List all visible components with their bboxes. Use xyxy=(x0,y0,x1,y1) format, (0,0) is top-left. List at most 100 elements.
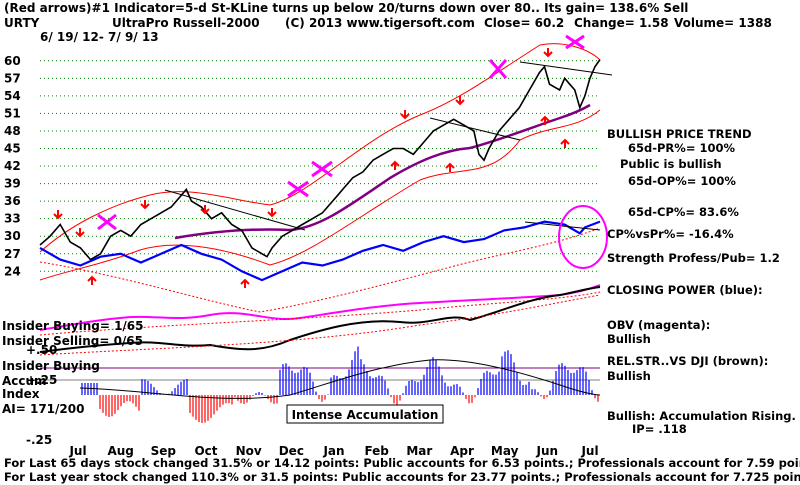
x-mark-icon xyxy=(97,213,117,231)
month-label: May xyxy=(491,444,519,458)
accum-plus50: +.50 xyxy=(26,343,57,357)
month-label: Mar xyxy=(406,444,432,458)
insider-buying-2: Insider Buying xyxy=(2,359,100,373)
cp-trendline xyxy=(524,221,601,231)
month-label: Feb xyxy=(364,444,389,458)
closing-power-line xyxy=(39,220,601,282)
x-mark-icon xyxy=(287,180,309,198)
trend-title: BULLISH PRICE TREND xyxy=(607,127,752,141)
month-label: Jun xyxy=(536,444,559,458)
public-status: Public is bullish xyxy=(620,157,722,171)
y-tick-label: 54 xyxy=(4,89,21,103)
up-arrow-icon xyxy=(560,138,570,148)
index-label: Index xyxy=(2,387,40,401)
y-tick-label: 39 xyxy=(4,177,21,191)
up-arrow-icon xyxy=(240,278,250,288)
down-arrow-icon xyxy=(53,210,63,220)
signal-arrows xyxy=(53,48,570,288)
change-value: Change= 1.58 xyxy=(574,16,669,30)
pr-pct: 65d-PR%= 100% xyxy=(628,141,735,155)
rel-strength-line xyxy=(39,286,601,353)
cp-highlight-circle xyxy=(558,205,608,269)
insider-selling: Insider Selling= 0/65 xyxy=(2,334,143,348)
closing-power-ma-line xyxy=(39,227,601,313)
moving-average-line xyxy=(174,103,591,240)
rel-strength-ma-line xyxy=(39,294,601,356)
trendline-sep xyxy=(164,189,306,231)
y-tick-label: 45 xyxy=(4,141,21,155)
y-tick-label: 36 xyxy=(4,194,21,208)
sell-signal-marks xyxy=(97,34,585,231)
down-arrow-icon xyxy=(455,96,465,106)
fund-name: UltraPro Russell-2000 xyxy=(112,16,260,30)
down-arrow-icon xyxy=(267,208,277,218)
month-label: Nov xyxy=(236,444,262,458)
y-tick-label: 27 xyxy=(4,247,21,261)
ai-label: AI= 171/200 xyxy=(2,402,84,416)
insider-buying-1: Insider Buying= 1/65 xyxy=(2,319,144,333)
header-indicator-line: (Red arrows)#1 Indicator=5-d St-KLine tu… xyxy=(4,1,688,15)
accum-plus25: +.25 xyxy=(26,373,57,387)
x-mark-icon xyxy=(565,34,585,50)
up-arrow-icon xyxy=(445,162,455,172)
volume-value: Volume= 1388 xyxy=(674,16,772,30)
down-arrow-icon xyxy=(75,228,85,238)
price-line xyxy=(39,59,601,261)
obv-title: OBV (magenta): xyxy=(607,318,710,332)
ticker-label: URTY xyxy=(4,16,40,30)
footer-line-1: For Last 65 days stock changed 31.5% or … xyxy=(4,456,800,470)
accum-minus25: -.25 xyxy=(26,433,52,447)
y-tick-label: 51 xyxy=(4,106,21,120)
month-label: Apr xyxy=(450,444,474,458)
month-label: Jul xyxy=(68,444,86,458)
accum-title: Bullish: Accumulation Rising. xyxy=(607,409,796,423)
obv-value: Bullish xyxy=(607,332,651,346)
ip-value: IP= .118 xyxy=(632,422,687,436)
lower-band-line xyxy=(39,109,601,281)
relstr-title: REL.STR..VS DJI (brown): xyxy=(607,354,768,368)
accum-label: Accum xyxy=(2,374,47,388)
down-arrow-icon xyxy=(140,200,150,210)
month-label: Aug xyxy=(107,444,133,458)
closing-power-title: CLOSING POWER (blue): xyxy=(607,283,763,297)
cp-vs-pr: CP%vsPr%= -16.4% xyxy=(607,227,734,241)
x-axis-months: Jul Aug Sep Oct Nov Dec Jan Feb Mar Apr May Jun Jul xyxy=(68,444,598,458)
month-label: Oct xyxy=(194,444,217,458)
y-tick-label: 57 xyxy=(4,71,21,85)
cp-pct: 65d-CP%= 83.6% xyxy=(628,205,739,219)
op-pct: 65d-OP%= 100% xyxy=(628,174,736,188)
up-arrow-icon xyxy=(540,115,550,125)
close-value: Close= 60.2 xyxy=(484,16,564,30)
y-tick-label: 24 xyxy=(4,264,21,278)
up-arrow-icon xyxy=(390,160,400,170)
trendline-mar xyxy=(429,117,521,141)
x-mark-icon xyxy=(488,59,508,79)
y-tick-label: 60 xyxy=(4,54,21,68)
footer-line-2: For Last year stock changed 110.3% or 31… xyxy=(4,470,800,484)
down-arrow-icon xyxy=(400,110,410,120)
accumulation-histogram xyxy=(81,346,599,423)
intense-accum-label: Intense Accumulation xyxy=(292,408,439,422)
trendline-may xyxy=(519,61,613,76)
month-label: Jan xyxy=(322,444,344,458)
intense-accum-box xyxy=(286,404,444,424)
month-label: Sep xyxy=(151,444,177,458)
month-label: Dec xyxy=(279,444,304,458)
y-tick-label: 42 xyxy=(4,159,21,173)
down-arrow-icon xyxy=(200,205,210,215)
strength-ratio: Strength Profess/Pub= 1.2 xyxy=(607,251,780,265)
upper-band-line xyxy=(39,43,601,253)
copyright: (C) 2013 www.tigersoft.com xyxy=(285,16,475,30)
y-tick-label: 48 xyxy=(4,124,21,138)
up-arrow-icon xyxy=(87,275,97,285)
down-arrow-icon xyxy=(543,48,553,58)
month-label: Jul xyxy=(580,444,598,458)
y-tick-label: 30 xyxy=(4,229,21,243)
x-mark-icon xyxy=(311,160,333,178)
accum-ma-line xyxy=(79,359,601,399)
y-axis-ticks: 60 57 54 51 48 45 42 39 36 33 30 27 24 xyxy=(4,54,21,279)
y-tick-label: 33 xyxy=(4,212,21,226)
relstr-value: Bullish xyxy=(607,369,651,383)
